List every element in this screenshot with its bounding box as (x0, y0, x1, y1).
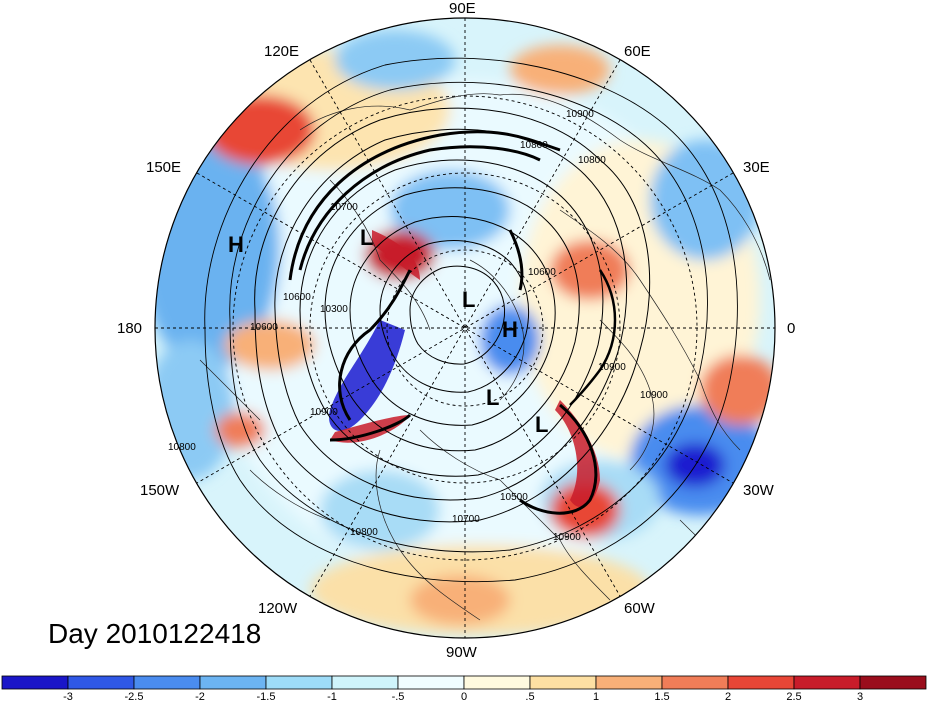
colorbar-swatch (397, 675, 465, 690)
lon-label-90w: 90W (446, 644, 478, 661)
graticule (155, 18, 775, 638)
low-pressure-label: L (462, 287, 475, 312)
contour-label: 10800 (168, 442, 196, 453)
longitude-labels: 90E 120E 60E 150E 30E 180 0 150W 30W 120… (117, 0, 795, 661)
lon-label-60w: 60W (624, 600, 656, 617)
contour-label: 10900 (310, 407, 338, 418)
date-title: Day 2010122418 (48, 618, 262, 649)
colorbar-tick-label: -1 (327, 691, 337, 702)
colorbar-tick-label: 0 (461, 691, 467, 702)
pressure-centers: H L L H L L (228, 225, 548, 437)
anomaly-field (155, 18, 775, 638)
colorbar-swatch (265, 675, 333, 690)
map-boundary (154, 17, 776, 639)
colorbar-swatch (67, 675, 135, 690)
colorbar-tick-label: -2 (195, 691, 205, 702)
contour-labels: 10900 10800 10800 10600 10300 10600 1080… (168, 109, 668, 543)
low-pressure-label: L (360, 225, 373, 250)
contour-label: 10300 (320, 304, 348, 315)
lon-label-90e: 90E (449, 0, 476, 17)
colorbar-swatch (133, 675, 201, 690)
colorbar-tick-label: 2 (725, 691, 731, 702)
lon-label-150w: 150W (140, 482, 180, 499)
contour-label: 10900 (566, 109, 594, 120)
lon-label-120e: 120E (264, 43, 299, 60)
colorbar-tick-label: .5 (525, 691, 534, 702)
colorbar-tick-label: 1.5 (654, 691, 669, 702)
high-pressure-label: H (502, 317, 518, 342)
colorbar-swatch (859, 675, 927, 690)
lon-label-0: 0 (787, 320, 795, 337)
colorbar-swatch (1, 675, 69, 690)
colorbar-tick-label: 3 (857, 691, 863, 702)
colorbar-swatch (661, 675, 729, 690)
contour-label: 10700 (452, 514, 480, 525)
low-pressure-label: L (486, 385, 499, 410)
lon-label-60e: 60E (624, 43, 651, 60)
lon-label-30w: 30W (743, 482, 775, 499)
contour-label: 10700 (330, 202, 358, 213)
lon-label-120w: 120W (258, 600, 298, 617)
colorbar-swatch (529, 675, 597, 690)
contour-label: 10900 (640, 390, 668, 401)
contour-label: 10800 (350, 527, 378, 538)
contour-label: 10800 (520, 140, 548, 151)
colorbar-swatch (331, 675, 399, 690)
colorbar-swatch (793, 675, 861, 690)
colorbar-tick-label: -1.5 (257, 691, 276, 702)
colorbar-tick-label: 1 (593, 691, 599, 702)
contour-label: 10600 (283, 292, 311, 303)
contour-label: 10600 (250, 322, 278, 333)
contour-label: 10500 (500, 492, 528, 503)
height-contours (204, 57, 738, 583)
colorbar: -3 -2.5 -2 -1.5 -1 -.5 0 .5 1 1.5 2 2.5 3 (1, 675, 927, 702)
contour-label: 10900 (598, 362, 626, 373)
low-pressure-label: L (535, 412, 548, 437)
colorbar-tick-label: -.5 (392, 691, 405, 702)
colorbar-swatch (727, 675, 795, 690)
contour-label: 10800 (578, 155, 606, 166)
colorbar-swatch (595, 675, 663, 690)
lon-label-30e: 30E (743, 159, 770, 176)
contour-label: 10900 (553, 532, 581, 543)
high-pressure-label: H (228, 232, 244, 257)
contour-label: 10600 (528, 267, 556, 278)
colorbar-swatch (463, 675, 531, 690)
colorbar-tick-label: -3 (63, 691, 73, 702)
colorbar-tick-label: -2.5 (125, 691, 144, 702)
lon-label-180: 180 (117, 320, 142, 337)
lon-label-150e: 150E (146, 159, 181, 176)
colorbar-tick-label: 2.5 (786, 691, 801, 702)
colorbar-swatch (199, 675, 267, 690)
